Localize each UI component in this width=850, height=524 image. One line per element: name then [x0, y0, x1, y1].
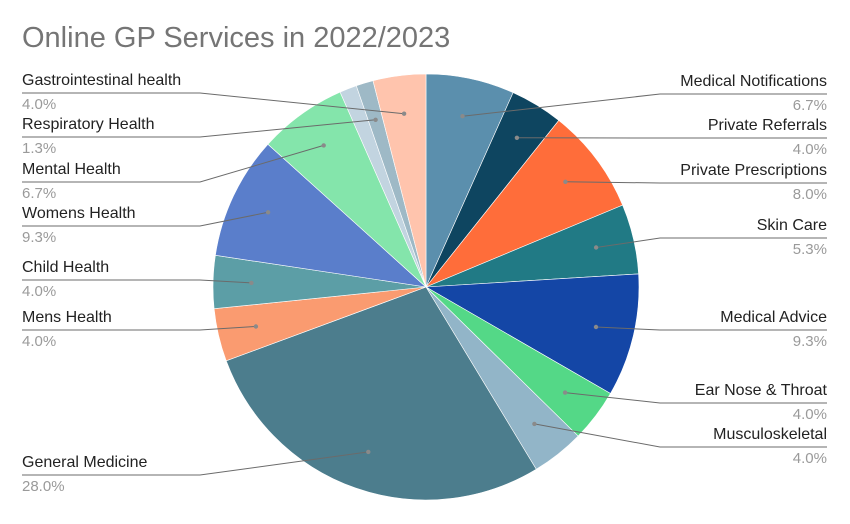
leader-dot-general-medicine [366, 449, 371, 455]
leader-line-child-health [22, 279, 252, 284]
leader-dot-medical-notifications [460, 114, 465, 119]
slice-label-medical-notifications: Medical Notifications [680, 73, 827, 90]
leader-dot-skin-care [593, 245, 599, 250]
leader-dot-private-prescriptions [563, 179, 568, 184]
slice-value-skin-care: 5.3% [793, 241, 827, 258]
slice-label-ear-nose-and-throat: Ear Nose & Throat [695, 382, 828, 399]
slice-value-medical-notifications: 6.7% [793, 97, 827, 114]
slice-value-mens-health: 4.0% [22, 333, 56, 350]
slice-value-private-prescriptions: 8.0% [793, 186, 827, 203]
pie-slices [212, 73, 640, 501]
leader-dot-private-referrals [514, 135, 520, 140]
pie-slice-medical-advice [424, 273, 640, 394]
slice-label-mental-health: Mental Health [22, 161, 121, 178]
slice-label-gastrointestinal-health: Gastrointestinal health [22, 72, 181, 89]
slice-value-gastrointestinal-health: 4.0% [22, 96, 56, 113]
pie-slice-womens-health [215, 143, 427, 288]
pie-slice-general-medicine [225, 286, 537, 501]
slice-label-private-prescriptions: Private Prescriptions [680, 162, 827, 179]
leader-dot-mens-health [253, 324, 259, 329]
slice-value-womens-health: 9.3% [22, 229, 56, 246]
slice-value-child-health: 4.0% [22, 283, 56, 300]
slice-label-skin-care: Skin Care [757, 217, 827, 234]
leader-line-gastrointestinal-health [22, 92, 405, 115]
leader-dot-mental-health [321, 143, 326, 148]
leader-dot-musculoskeletal [532, 421, 537, 427]
slice-value-mental-health: 6.7% [22, 185, 56, 202]
slice-value-ear-nose-and-throat: 4.0% [793, 406, 827, 423]
leader-dot-child-health [249, 280, 254, 286]
slice-label-respiratory-health: Respiratory Health [22, 116, 155, 133]
slice-value-private-referrals: 4.0% [793, 141, 827, 158]
slice-label-medical-advice: Medical Advice [720, 309, 827, 326]
leader-lines [22, 92, 827, 476]
leader-dot-respiratory-health [373, 117, 378, 123]
slice-label-private-referrals: Private Referrals [708, 117, 827, 134]
leader-line-mental-health [22, 144, 324, 183]
slice-label-general-medicine: General Medicine [22, 454, 148, 471]
leader-line-ear-nose-and-throat [565, 392, 827, 404]
leader-line-musculoskeletal [534, 423, 827, 448]
leader-line-private-prescriptions [565, 181, 827, 184]
leader-line-mens-health [22, 326, 256, 331]
slice-label-child-health: Child Health [22, 259, 109, 276]
chart-title: Online GP Services in 2022/2023 [22, 22, 451, 54]
slice-label-musculoskeletal: Musculoskeletal [713, 426, 827, 443]
leader-line-general-medicine [22, 451, 369, 476]
pie-slice-gastrointestinal-health [372, 73, 427, 288]
slice-value-respiratory-health: 1.3% [22, 140, 56, 157]
leader-line-skin-care [596, 237, 827, 248]
leader-line-womens-health [22, 211, 269, 227]
pie-slice-private-prescriptions [425, 120, 624, 288]
slice-value-general-medicine: 28.0% [22, 478, 65, 495]
leader-line-respiratory-health [22, 119, 376, 138]
slice-labels: Medical Notifications 6.7% Private Referra… [22, 72, 828, 495]
leader-dot-medical-advice [593, 324, 599, 330]
slice-value-musculoskeletal: 4.0% [793, 450, 827, 467]
leader-dot-ear-nose-and-throat [562, 390, 568, 395]
slice-label-womens-health: Womens Health [22, 205, 136, 222]
leader-line-medical-notifications [462, 93, 827, 117]
leader-dot-womens-health [265, 210, 271, 215]
leader-line-medical-advice [595, 326, 827, 331]
slice-label-mens-health: Mens Health [22, 309, 112, 326]
leader-dot-gastrointestinal-health [401, 111, 407, 116]
slice-value-medical-advice: 9.3% [793, 333, 827, 350]
